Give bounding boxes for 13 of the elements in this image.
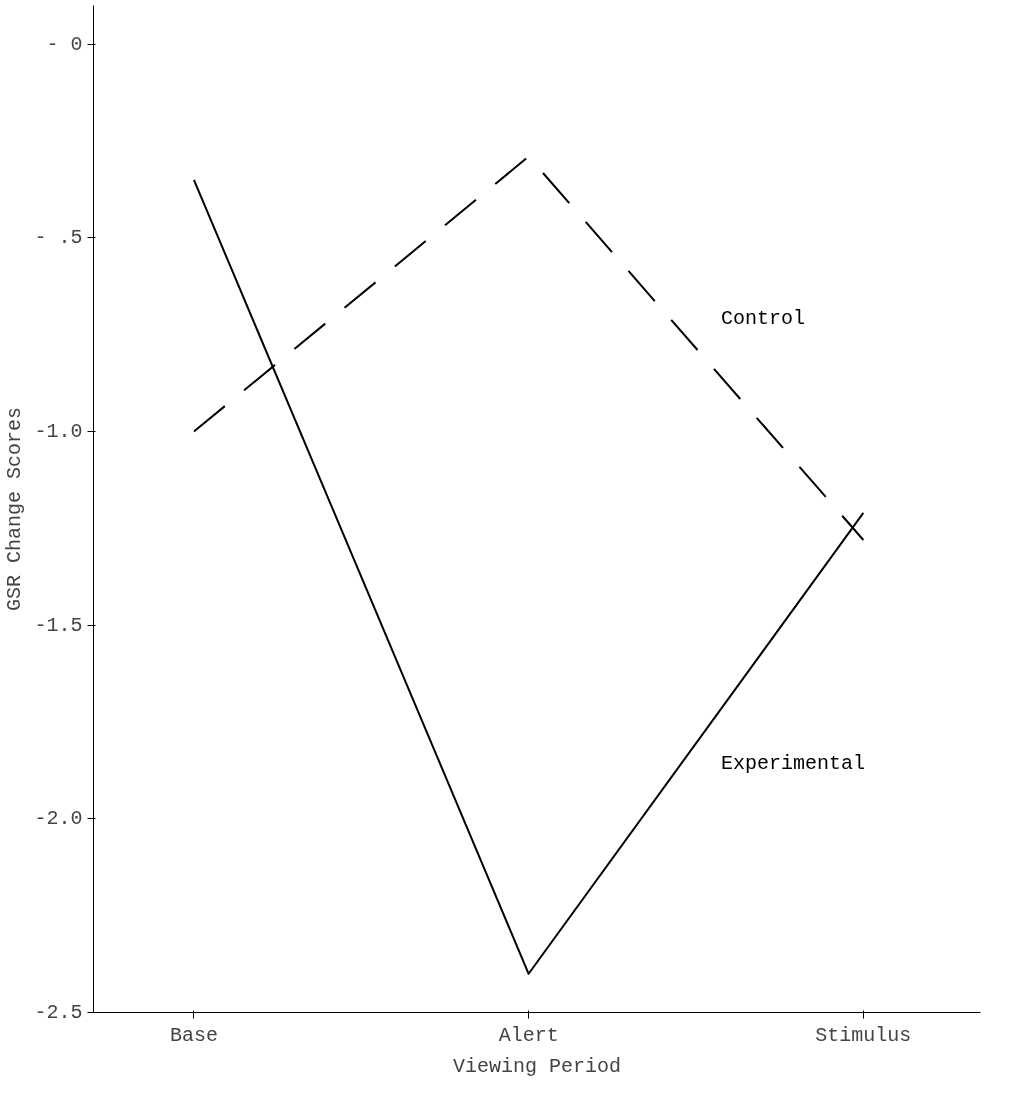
x-tick-label: Stimulus (815, 1023, 912, 1047)
y-tick-label: -1.5 (34, 613, 83, 637)
x-tick-label: Alert (498, 1023, 559, 1047)
y-tick-label: -2.0 (34, 807, 83, 831)
y-tick-label: -2.5 (34, 1001, 83, 1024)
y-tick-label: - 0 (46, 32, 83, 56)
y-axis-title: GSR Change Scores (3, 406, 27, 612)
x-axis-title: Viewing Period (452, 1054, 622, 1078)
series-label: Control (720, 306, 806, 330)
series-label: Experimental (720, 751, 866, 775)
y-tick-label: - .5 (34, 226, 83, 250)
x-tick-label: Base (169, 1023, 218, 1047)
y-tick-label: -1.0 (34, 420, 83, 444)
